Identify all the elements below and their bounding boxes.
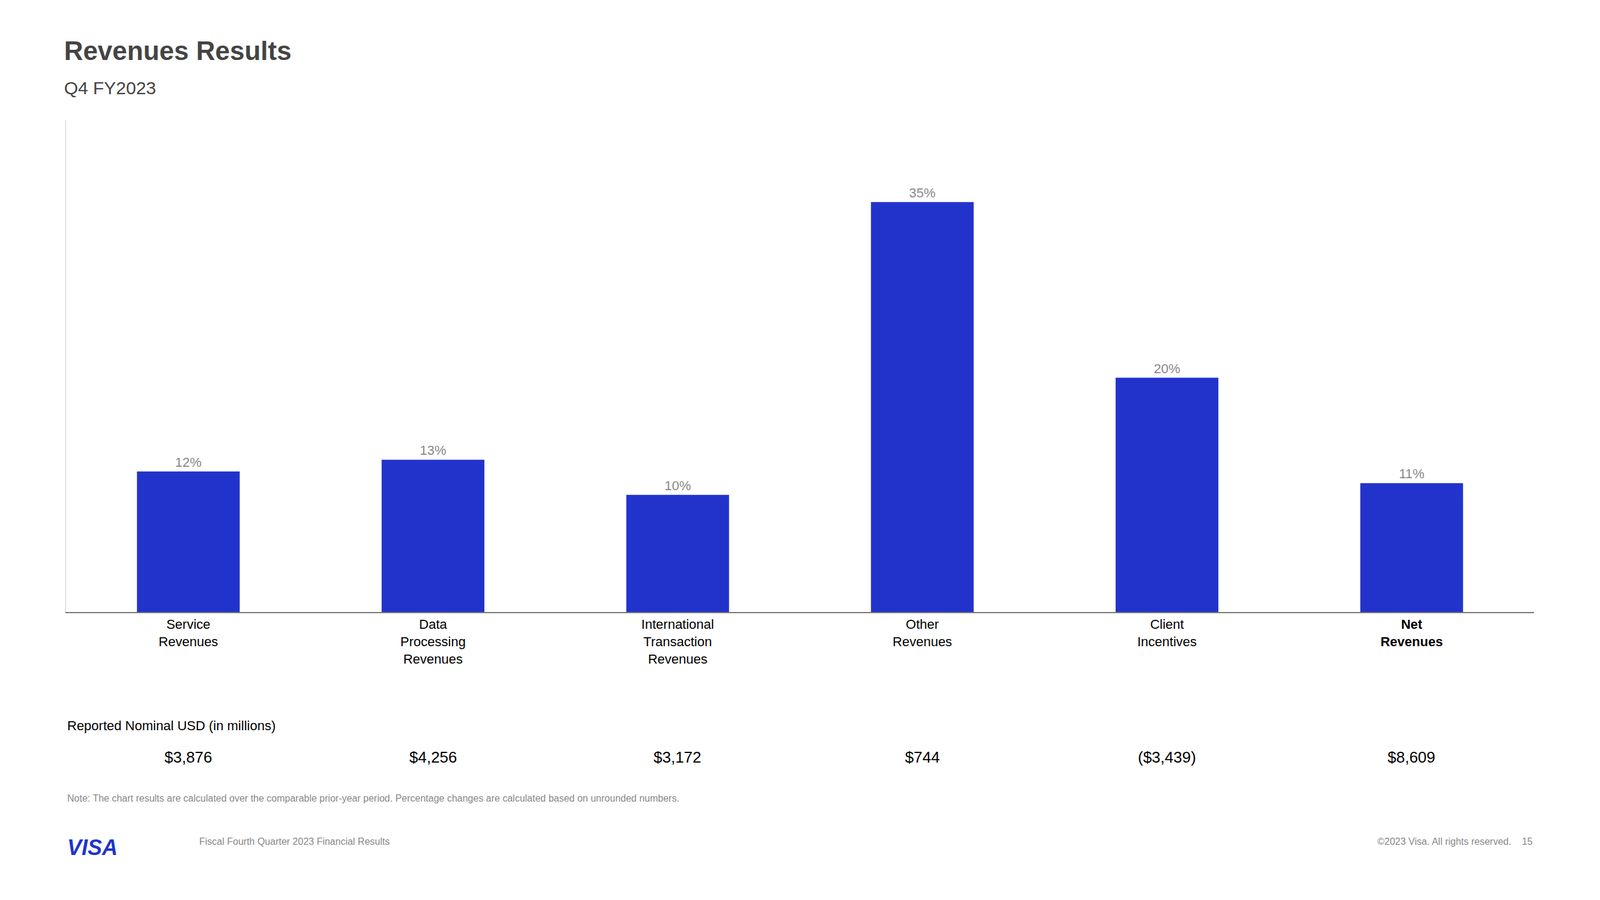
svg-text:$3,172: $3,172 xyxy=(653,748,702,767)
svg-text:Fiscal Fourth Quarter 2023 Fin: Fiscal Fourth Quarter 2023 Financial Res… xyxy=(199,836,390,847)
svg-text:ServiceRevenues: ServiceRevenues xyxy=(158,616,218,650)
svg-text:©2023 Visa. All rights reserve: ©2023 Visa. All rights reserved. 15 xyxy=(1377,836,1533,847)
svg-text:$744: $744 xyxy=(905,748,940,767)
svg-text:Revenues Results: Revenues Results xyxy=(64,36,292,66)
svg-text:11%: 11% xyxy=(1398,466,1425,482)
svg-text:10%: 10% xyxy=(664,478,691,494)
svg-text:OtherRevenues: OtherRevenues xyxy=(892,616,952,650)
svg-text:DataProcessingRevenues: DataProcessingRevenues xyxy=(400,616,466,667)
svg-text:13%: 13% xyxy=(419,442,446,458)
svg-text:ClientIncentives: ClientIncentives xyxy=(1137,616,1197,650)
svg-text:12%: 12% xyxy=(175,454,202,470)
svg-text:Reported Nominal USD (in milli: Reported Nominal USD (in millions) xyxy=(67,718,276,734)
svg-text:($3,439): ($3,439) xyxy=(1137,748,1197,767)
svg-text:InternationalTransactionRevenu: InternationalTransactionRevenues xyxy=(641,616,715,667)
svg-text:20%: 20% xyxy=(1153,361,1180,377)
svg-text:35%: 35% xyxy=(909,185,936,201)
svg-text:$4,256: $4,256 xyxy=(409,748,458,767)
svg-text:$3,876: $3,876 xyxy=(164,748,213,767)
svg-text:$8,609: $8,609 xyxy=(1387,748,1436,767)
svg-text:Note: The chart results are ca: Note: The chart results are calculated o… xyxy=(67,793,680,804)
svg-text:NetRevenues: NetRevenues xyxy=(1380,616,1443,650)
svg-text:Q4 FY2023: Q4 FY2023 xyxy=(64,78,157,98)
svg-text:VISA: VISA xyxy=(67,835,118,861)
